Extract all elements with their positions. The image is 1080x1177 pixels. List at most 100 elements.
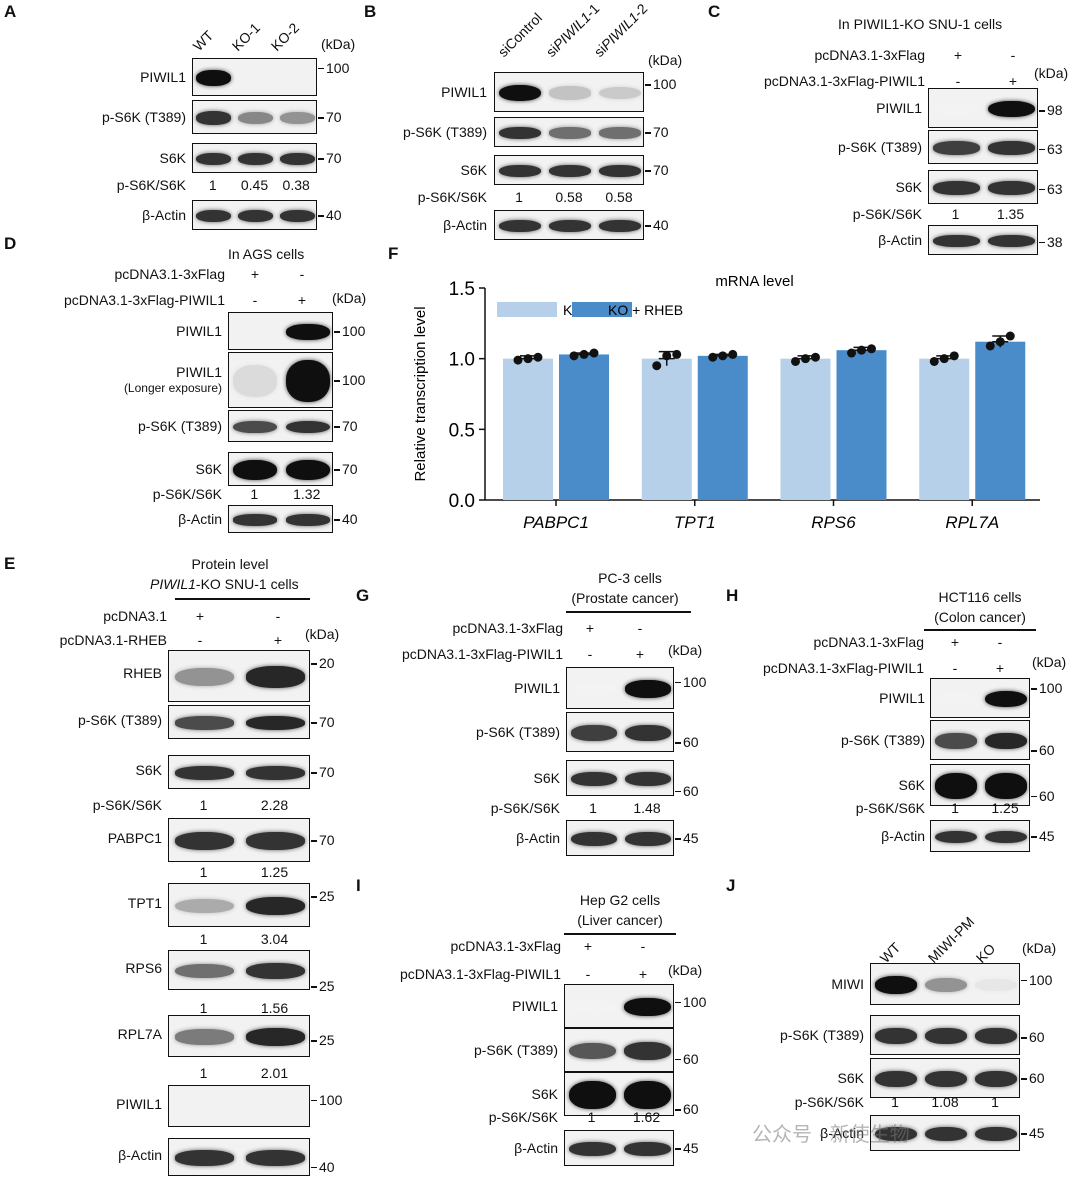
blot-b-3 bbox=[494, 155, 644, 185]
panel-label-j: J bbox=[726, 876, 736, 895]
condition-sign: - bbox=[637, 620, 643, 636]
data-point bbox=[985, 341, 995, 351]
data-point bbox=[847, 348, 856, 358]
bar-pabpc1-ko bbox=[503, 358, 553, 500]
marker-tick bbox=[311, 840, 317, 842]
row-sublabel: (Longer exposure) bbox=[123, 381, 222, 395]
blot-c-1-band-1 bbox=[933, 102, 980, 115]
blot-b-2 bbox=[494, 117, 644, 147]
row-label: PIWIL1 bbox=[876, 100, 922, 116]
condition-sign: + bbox=[297, 292, 307, 308]
condition-sign: + bbox=[995, 660, 1005, 676]
blot-g-2 bbox=[566, 712, 674, 752]
blot-e-5 bbox=[168, 883, 310, 927]
blot-b-3-band-2 bbox=[549, 164, 591, 177]
blot-c-4-band-1 bbox=[933, 234, 980, 247]
blot-e-2-band-1 bbox=[174, 716, 235, 730]
blot-b-1-band-2 bbox=[549, 86, 591, 100]
blot-j-3-band-1 bbox=[875, 1070, 917, 1087]
bar-rps6-ko bbox=[780, 358, 831, 500]
blot-c-3-band-2 bbox=[988, 181, 1035, 195]
blot-e-4 bbox=[168, 818, 310, 862]
panel-label-b: B bbox=[364, 2, 377, 21]
marker-tick bbox=[318, 215, 324, 217]
kda-label: (kDa) bbox=[321, 36, 356, 52]
marker-tick bbox=[318, 67, 324, 69]
condition-label: pcDNA3.1 bbox=[103, 608, 167, 624]
title-underline bbox=[175, 598, 310, 600]
marker-tick bbox=[675, 1109, 681, 1111]
blot-d-2-band-2 bbox=[285, 360, 330, 402]
condition-sign: - bbox=[955, 73, 961, 89]
blot-b-1-band-1 bbox=[499, 84, 541, 102]
blot-j-4-band-1 bbox=[875, 1126, 917, 1142]
condition-sign: + bbox=[638, 966, 648, 982]
row-label: β-Actin bbox=[178, 511, 222, 527]
ratio-value: 1.08 bbox=[931, 1094, 959, 1110]
blot-i-2-band-2 bbox=[624, 1042, 671, 1060]
bar-rps6-ko-rheb bbox=[836, 350, 887, 500]
marker-tick bbox=[675, 790, 681, 793]
condition-sign: - bbox=[640, 938, 646, 954]
row-label: β-Actin bbox=[118, 1147, 162, 1164]
blot-g-2-band-2 bbox=[625, 724, 671, 741]
panel-label-i: I bbox=[356, 876, 361, 895]
condition-label: pcDNA3.1-3xFlag bbox=[814, 47, 926, 63]
ratio-value: 0.58 bbox=[555, 189, 583, 205]
blot-a-4-band-1 bbox=[196, 209, 232, 222]
marker-tick bbox=[1021, 979, 1027, 982]
blot-j-1-band-1 bbox=[875, 976, 917, 994]
blot-c-3-band-1 bbox=[933, 181, 980, 195]
chart-title: mRNA level bbox=[715, 273, 793, 290]
ratio-value: 0.38 bbox=[282, 177, 310, 193]
panel-label-f: F bbox=[388, 244, 399, 263]
panel-label-a: A bbox=[4, 2, 17, 21]
marker-label: 25 bbox=[319, 888, 335, 905]
y-axis-label: Relative transcription level bbox=[412, 306, 429, 481]
blot-g-1-band-1 bbox=[571, 682, 617, 696]
data-point bbox=[718, 351, 728, 361]
blot-e-7 bbox=[168, 1015, 310, 1057]
quant-value: 1 bbox=[199, 864, 208, 880]
marker-tick bbox=[1039, 188, 1045, 191]
blot-c-1 bbox=[928, 88, 1038, 128]
x-tick-label-pabpc1: PABPC1 bbox=[523, 513, 589, 532]
blot-g-4 bbox=[566, 820, 674, 856]
condition-sign: - bbox=[1010, 47, 1016, 63]
marker-label: 20 bbox=[319, 655, 335, 671]
ratio-value: 2.28 bbox=[260, 797, 289, 813]
blot-j-2 bbox=[870, 1015, 1020, 1055]
blot-a-3 bbox=[192, 143, 317, 173]
condition-sign: - bbox=[252, 292, 258, 308]
marker-label: 63 bbox=[1047, 140, 1063, 157]
marker-tick bbox=[318, 158, 324, 160]
blot-a-3-band-2 bbox=[238, 152, 273, 165]
ratio-value: 1 bbox=[587, 1109, 596, 1125]
y-tick-label: 0.5 bbox=[449, 420, 475, 441]
condition-sign: - bbox=[197, 632, 203, 648]
marker-label: 45 bbox=[683, 830, 699, 846]
marker-label: 40 bbox=[326, 207, 342, 223]
condition-sign: + bbox=[195, 608, 205, 624]
marker-label: 25 bbox=[319, 978, 335, 994]
condition-label: pcDNA3.1-3xFlag bbox=[114, 266, 226, 282]
marker-label: 25 bbox=[319, 1032, 335, 1049]
marker-tick bbox=[1031, 836, 1037, 838]
data-point bbox=[801, 354, 810, 364]
marker-tick bbox=[675, 742, 681, 744]
blot-i-3-band-2 bbox=[624, 1080, 671, 1110]
marker-label: 70 bbox=[319, 714, 335, 730]
marker-label: 45 bbox=[1029, 1125, 1045, 1141]
ratio-label: p-S6K/S6K bbox=[417, 189, 487, 205]
row-label: p-S6K (T389) bbox=[837, 139, 922, 155]
condition-sign: - bbox=[299, 266, 305, 282]
ratio-value: 0.58 bbox=[605, 189, 633, 205]
blot-g-4-band-2 bbox=[625, 831, 671, 847]
blot-d-4-band-2 bbox=[285, 459, 330, 481]
x-tick-label-rps6: RPS6 bbox=[811, 513, 856, 532]
blot-i-1-band-2 bbox=[624, 997, 671, 1017]
ratio-label: p-S6K/S6K bbox=[116, 177, 186, 193]
blot-d-5-band-2 bbox=[285, 514, 330, 526]
data-point bbox=[579, 349, 589, 359]
ratio-label: p-S6K/S6K bbox=[852, 206, 922, 222]
